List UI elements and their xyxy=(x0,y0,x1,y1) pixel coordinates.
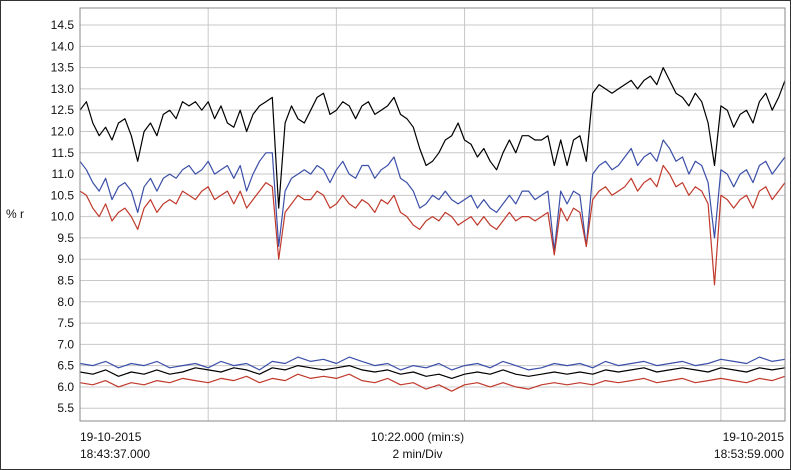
span-time: 10:22.000 (min:s) xyxy=(370,430,465,444)
series-lines xyxy=(79,67,786,392)
y-tick-label: 14.5 xyxy=(51,18,75,32)
y-tick-label: 7.0 xyxy=(57,337,74,351)
y-tick-label: 10.0 xyxy=(51,210,75,224)
series-line-5 xyxy=(79,365,786,379)
start-time: 18:43:37.000 xyxy=(80,447,151,461)
y-tick-label: 13.5 xyxy=(51,61,75,75)
y-tick-label: 12.5 xyxy=(51,103,75,117)
series-line-4 xyxy=(79,356,786,371)
end-time: 18:53:59.000 xyxy=(713,447,784,461)
series-line-2 xyxy=(79,139,786,252)
y-tick-label: 9.0 xyxy=(57,252,74,266)
y-tick-label: 6.0 xyxy=(57,380,74,394)
series-line-1 xyxy=(79,67,786,209)
start-date: 19-10-2015 xyxy=(80,430,142,444)
y-tick-label: 10.5 xyxy=(51,188,75,202)
y-tick-label: 6.5 xyxy=(57,359,74,373)
series-line-3 xyxy=(79,164,786,286)
y-tick-label: 11.5 xyxy=(52,146,75,160)
y-tick-label: 7.5 xyxy=(57,316,74,330)
y-tick-label: 13.0 xyxy=(51,82,75,96)
y-tick-label: 8.5 xyxy=(57,273,74,287)
y-tick-label: 8.0 xyxy=(57,295,74,309)
series-line-6 xyxy=(79,373,786,392)
time-scale: 2 min/Div xyxy=(392,447,443,461)
y-axis-ticks: 14.5 14.0 13.5 13.0 12.5 12.0 11.5 11.0 10.5 10.0… xyxy=(51,18,75,415)
y-tick-label: 5.5 xyxy=(57,401,74,415)
y-tick-label: 12.0 xyxy=(51,124,75,138)
y-tick-label: 11.0 xyxy=(52,167,75,181)
end-date: 19-10-2015 xyxy=(722,430,784,444)
y-tick-label: 14.0 xyxy=(51,39,75,53)
y-tick-label: 9.5 xyxy=(57,231,74,245)
y-axis-label: % r xyxy=(6,207,24,221)
grid xyxy=(80,8,785,421)
plot-area xyxy=(79,7,786,422)
